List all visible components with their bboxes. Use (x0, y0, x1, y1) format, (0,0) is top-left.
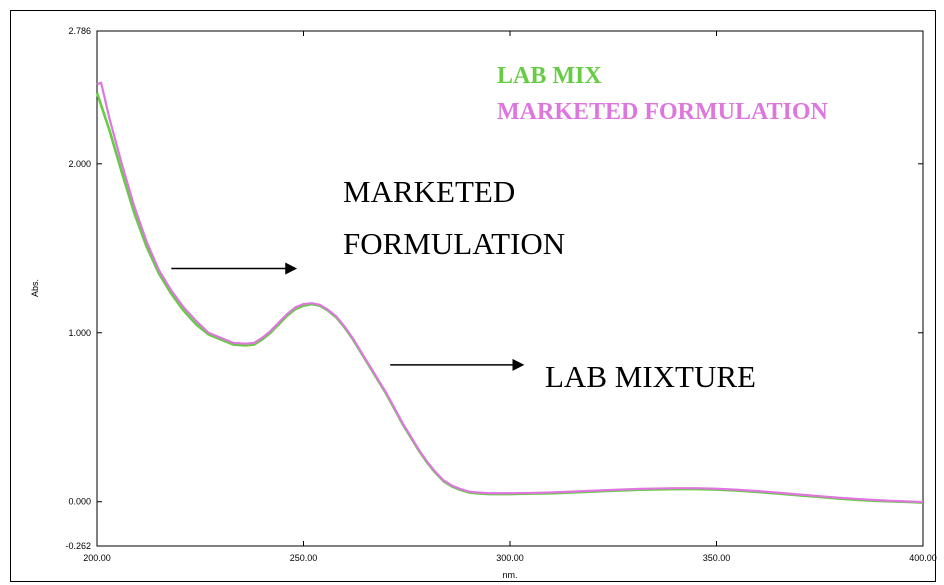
legend-entry-1: MARKETED FORMULATION (497, 99, 829, 125)
series-line-1 (96, 81, 924, 504)
y-tick-label: -0.262 (65, 541, 91, 551)
legend: LAB MIX MARKETED FORMULATION (497, 63, 829, 125)
legend-entry-0: LAB MIX (497, 63, 602, 89)
x-axis-label: nm. (502, 570, 517, 580)
x-tick-label: 200.00 (83, 553, 111, 563)
x-tick-label: 250.00 (290, 553, 318, 563)
y-tick-label: 2.000 (68, 159, 91, 169)
plot-area (96, 30, 924, 547)
annotations: MARKETED FORMULATION LAB MIXTURE (171, 174, 756, 394)
annotation-lab-mixture: LAB MIXTURE (545, 359, 756, 394)
x-tick-label: 300.00 (496, 553, 524, 563)
y-axis-label: Abs. (30, 279, 40, 297)
annotation-marketed-line1: MARKETED (343, 174, 515, 209)
y-tick-label: 0.000 (68, 497, 91, 507)
series-lines (95, 81, 924, 504)
x-tick-label: 350.00 (703, 553, 731, 563)
x-tick-label: 400.00 (909, 553, 937, 563)
annotation-marketed-line2: FORMULATION (343, 226, 565, 261)
y-tick-label: 2.786 (68, 26, 91, 36)
axis-ticks: 2.786 2.000 1.000 0.000 -0.262 200.00 250.00 30… (65, 26, 936, 563)
y-tick-label: 1.000 (68, 328, 91, 338)
